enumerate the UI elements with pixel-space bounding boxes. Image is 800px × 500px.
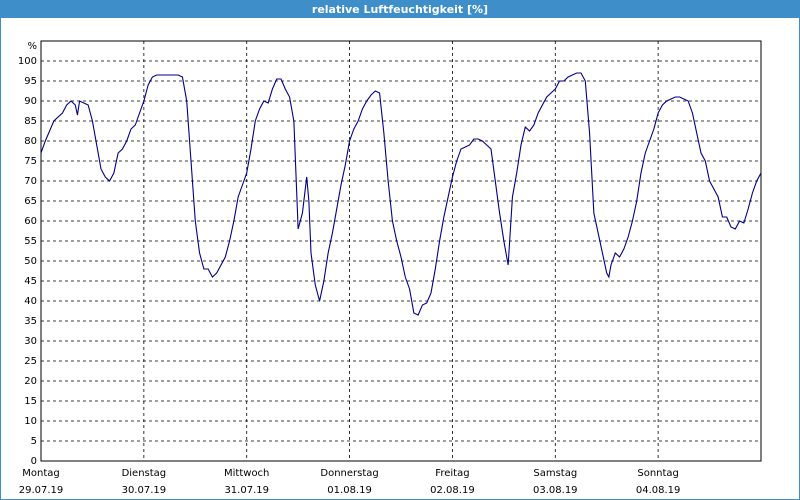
x-tick-label: 01.08.19 bbox=[327, 485, 372, 496]
data-line bbox=[40, 72, 762, 316]
x-tick-label: Samstag bbox=[533, 468, 577, 479]
y-tick-label: 15 bbox=[24, 396, 37, 407]
x-tick-label: 29.07.19 bbox=[19, 485, 64, 496]
y-tick-label: 90 bbox=[24, 96, 37, 107]
x-tick-label: Montag bbox=[22, 468, 59, 479]
y-tick-label: 0 bbox=[31, 456, 37, 467]
plot-frame bbox=[40, 40, 762, 462]
y-tick-label: 95 bbox=[24, 76, 37, 87]
y-tick-label: 100 bbox=[18, 56, 37, 67]
y-tick-label: 75 bbox=[24, 156, 37, 167]
y-tick-label: 30 bbox=[24, 336, 37, 347]
x-tick-label: 31.07.19 bbox=[224, 485, 269, 496]
y-tick-label: 20 bbox=[24, 376, 37, 387]
x-tick-label: Sonntag bbox=[637, 468, 679, 479]
y-tick-label: 55 bbox=[24, 236, 37, 247]
title-bar: relative Luftfeuchtigkeit [%] bbox=[1, 1, 799, 18]
x-tick-label: 02.08.19 bbox=[430, 485, 475, 496]
x-tick-label: Donnerstag bbox=[320, 468, 378, 479]
x-tick-label: Freitag bbox=[435, 468, 469, 479]
y-tick-label: 65 bbox=[24, 196, 37, 207]
y-tick-label: 5 bbox=[31, 436, 37, 447]
x-tick-label: 04.08.19 bbox=[636, 485, 681, 496]
y-tick-label: 60 bbox=[24, 216, 37, 227]
y-tick-label: 85 bbox=[24, 116, 37, 127]
y-axis-label: % bbox=[27, 41, 37, 52]
chart: 0 5 10 15 20 25 30 35 40 45 50 55 60 65 70 75 80 85 90 95 10… bbox=[18, 40, 762, 496]
x-tick-label: 03.08.19 bbox=[533, 485, 578, 496]
y-tick-label: 70 bbox=[24, 176, 37, 187]
y-tick-label: 25 bbox=[24, 356, 37, 367]
y-tick-label: 50 bbox=[24, 256, 37, 267]
y-tick-label: 45 bbox=[24, 276, 37, 287]
x-tick-label: Mittwoch bbox=[224, 468, 269, 479]
y-tick-label: 10 bbox=[24, 416, 37, 427]
y-tick-label: 80 bbox=[24, 136, 37, 147]
x-tick-label: Dienstag bbox=[122, 468, 167, 479]
y-tick-label: 35 bbox=[24, 316, 37, 327]
x-tick-label: 30.07.19 bbox=[122, 485, 167, 496]
y-tick-label: 40 bbox=[24, 296, 37, 307]
